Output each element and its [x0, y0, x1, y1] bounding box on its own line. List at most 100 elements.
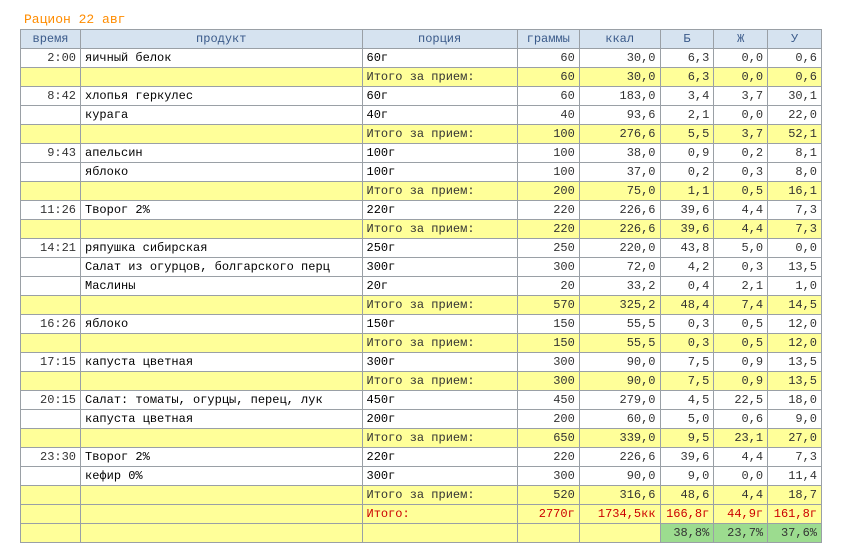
- cell-grams: 220: [517, 201, 579, 220]
- cell-portion: 220г: [362, 448, 517, 467]
- cell-portion: 100г: [362, 144, 517, 163]
- table-row: 14:21ряпушка сибирская250г250220,043,85,…: [21, 239, 822, 258]
- cell-time: 8:42: [21, 87, 81, 106]
- subtotal-grams: 570: [517, 296, 579, 315]
- subtotal-label: Итого за прием:: [362, 125, 517, 144]
- col-kcal: ккал: [579, 30, 660, 49]
- cell-b: 0,9: [660, 144, 714, 163]
- subtotal-b: 9,5: [660, 429, 714, 448]
- subtotal-kcal: 325,2: [579, 296, 660, 315]
- subtotal-row: Итого за прием:570325,248,47,414,5: [21, 296, 822, 315]
- cell-b: 4,2: [660, 258, 714, 277]
- subtotal-b: 0,3: [660, 334, 714, 353]
- cell-j: 0,0: [714, 106, 768, 125]
- cell-grams: 220: [517, 448, 579, 467]
- col-time: время: [21, 30, 81, 49]
- percent-j: 23,7%: [714, 524, 768, 543]
- cell-b: 0,3: [660, 315, 714, 334]
- cell-time: 17:15: [21, 353, 81, 372]
- cell-b: 39,6: [660, 201, 714, 220]
- col-portion: порция: [362, 30, 517, 49]
- subtotal-label: Итого за прием:: [362, 68, 517, 87]
- cell-time-spacer: [21, 486, 81, 505]
- subtotal-j: 3,7: [714, 125, 768, 144]
- cell-j: 0,3: [714, 163, 768, 182]
- cell-kcal: 37,0: [579, 163, 660, 182]
- grand-total-label: Итого:: [362, 505, 517, 524]
- subtotal-kcal: 55,5: [579, 334, 660, 353]
- table-row: 2:00яичный белок60г6030,06,30,00,6: [21, 49, 822, 68]
- cell-product: курага: [81, 106, 362, 125]
- table-row: капуста цветная200г20060,05,00,69,0: [21, 410, 822, 429]
- cell-portion: 60г: [362, 49, 517, 68]
- col-grams: граммы: [517, 30, 579, 49]
- cell-time-spacer: [21, 220, 81, 239]
- subtotal-label: Итого за прием:: [362, 372, 517, 391]
- subtotal-u: 52,1: [768, 125, 822, 144]
- cell-j: 0,0: [714, 49, 768, 68]
- cell-j: 4,4: [714, 201, 768, 220]
- subtotal-row: Итого за прием:15055,50,30,512,0: [21, 334, 822, 353]
- subtotal-j: 0,5: [714, 334, 768, 353]
- subtotal-row: Итого за прием:30090,07,50,913,5: [21, 372, 822, 391]
- subtotal-row: Итого за прием:6030,06,30,00,6: [21, 68, 822, 87]
- cell-portion: 220г: [362, 201, 517, 220]
- subtotal-b: 7,5: [660, 372, 714, 391]
- cell-u: 22,0: [768, 106, 822, 125]
- gt-blank2: [81, 505, 362, 524]
- cell-product-spacer: [81, 125, 362, 144]
- cell-b: 2,1: [660, 106, 714, 125]
- cell-kcal: 183,0: [579, 87, 660, 106]
- subtotal-grams: 650: [517, 429, 579, 448]
- cell-u: 9,0: [768, 410, 822, 429]
- cell-b: 7,5: [660, 353, 714, 372]
- cell-grams: 20: [517, 277, 579, 296]
- subtotal-u: 0,6: [768, 68, 822, 87]
- cell-time-spacer: [21, 182, 81, 201]
- percent-b: 38,8%: [660, 524, 714, 543]
- table-row: 11:26Творог 2%220г220226,639,64,47,3: [21, 201, 822, 220]
- subtotal-grams: 60: [517, 68, 579, 87]
- subtotal-label: Итого за прием:: [362, 296, 517, 315]
- pr-blank2: [81, 524, 362, 543]
- grand-total-u: 161,8г: [768, 505, 822, 524]
- subtotal-kcal: 276,6: [579, 125, 660, 144]
- subtotal-label: Итого за прием:: [362, 486, 517, 505]
- cell-product: яичный белок: [81, 49, 362, 68]
- cell-portion: 300г: [362, 258, 517, 277]
- cell-portion: 450г: [362, 391, 517, 410]
- cell-product: капуста цветная: [81, 410, 362, 429]
- cell-time: 23:30: [21, 448, 81, 467]
- table-row: 8:42хлопья геркулес60г60183,03,43,730,1: [21, 87, 822, 106]
- cell-kcal: 226,6: [579, 448, 660, 467]
- subtotal-u: 27,0: [768, 429, 822, 448]
- subtotal-u: 16,1: [768, 182, 822, 201]
- cell-product: кефир 0%: [81, 467, 362, 486]
- table-row: Салат из огурцов, болгарского перц300г30…: [21, 258, 822, 277]
- subtotal-u: 13,5: [768, 372, 822, 391]
- cell-u: 11,4: [768, 467, 822, 486]
- cell-u: 7,3: [768, 201, 822, 220]
- cell-time: [21, 106, 81, 125]
- cell-time-spacer: [21, 372, 81, 391]
- cell-time: 16:26: [21, 315, 81, 334]
- cell-b: 9,0: [660, 467, 714, 486]
- cell-grams: 300: [517, 353, 579, 372]
- cell-b: 5,0: [660, 410, 714, 429]
- cell-kcal: 220,0: [579, 239, 660, 258]
- cell-product-spacer: [81, 372, 362, 391]
- cell-product: хлопья геркулес: [81, 87, 362, 106]
- cell-kcal: 30,0: [579, 49, 660, 68]
- gt-blank1: [21, 505, 81, 524]
- col-product: продукт: [81, 30, 362, 49]
- subtotal-b: 48,4: [660, 296, 714, 315]
- pr-blank1: [21, 524, 81, 543]
- subtotal-grams: 150: [517, 334, 579, 353]
- subtotal-u: 7,3: [768, 220, 822, 239]
- cell-j: 0,9: [714, 353, 768, 372]
- cell-product-spacer: [81, 486, 362, 505]
- cell-u: 18,0: [768, 391, 822, 410]
- pr-blank4: [517, 524, 579, 543]
- cell-j: 0,2: [714, 144, 768, 163]
- subtotal-row: Итого за прием:20075,01,10,516,1: [21, 182, 822, 201]
